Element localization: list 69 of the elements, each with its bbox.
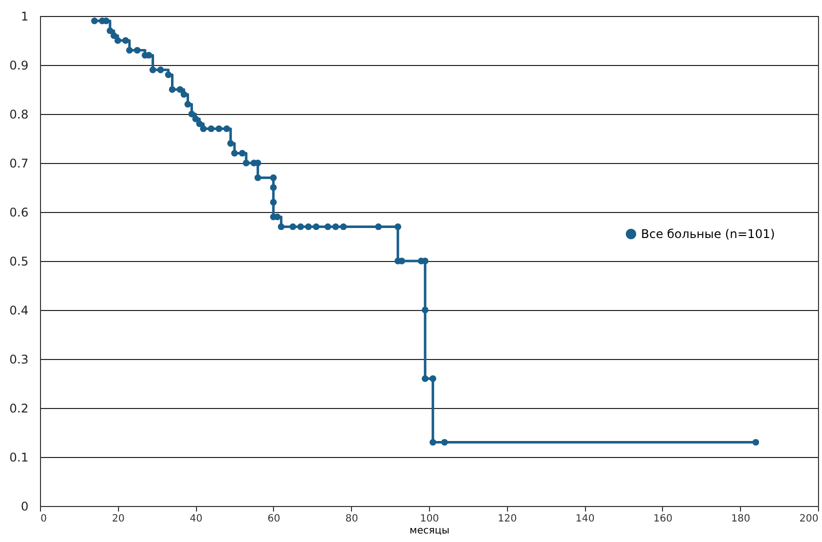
y-tick-label: 0 bbox=[20, 500, 28, 514]
x-tick-label: 180 bbox=[731, 514, 750, 524]
x-tick-label: 20 bbox=[112, 514, 125, 524]
point bbox=[192, 116, 199, 122]
point bbox=[375, 223, 382, 230]
point bbox=[297, 223, 304, 230]
y-tick-label: 0.6 bbox=[9, 206, 28, 220]
y-tick-label: 0.8 bbox=[9, 108, 28, 122]
y-tick-label: 0.4 bbox=[9, 304, 28, 318]
point bbox=[441, 438, 448, 446]
y-tick-label: 1 bbox=[20, 10, 28, 24]
point bbox=[430, 438, 436, 446]
point bbox=[270, 174, 277, 182]
y-tick-label: 0.2 bbox=[9, 402, 28, 416]
point bbox=[168, 86, 176, 93]
y-tick-label: 0.1 bbox=[9, 450, 28, 464]
point bbox=[278, 223, 285, 230]
point bbox=[289, 223, 296, 230]
point bbox=[216, 125, 222, 132]
point bbox=[106, 27, 114, 34]
point bbox=[324, 223, 332, 230]
legend-label: Все больные (n=101) bbox=[641, 227, 775, 241]
point bbox=[91, 18, 98, 24]
y-tick-label: 0.5 bbox=[9, 254, 28, 268]
point bbox=[231, 150, 238, 157]
point bbox=[270, 184, 277, 191]
x-tick-label: 160 bbox=[653, 514, 672, 524]
point bbox=[254, 174, 262, 182]
point bbox=[422, 306, 428, 314]
point bbox=[332, 223, 339, 230]
point bbox=[149, 66, 156, 74]
point bbox=[242, 160, 250, 166]
x-tick-label: 0 bbox=[40, 514, 47, 524]
point bbox=[312, 223, 320, 230]
point bbox=[114, 37, 122, 44]
point bbox=[110, 32, 118, 39]
x-tick-label: 60 bbox=[268, 514, 280, 524]
x-axis-title: месяцы bbox=[410, 526, 450, 536]
point bbox=[165, 71, 172, 78]
point bbox=[176, 86, 184, 93]
point bbox=[422, 375, 428, 382]
y-tick-label: 0.9 bbox=[9, 58, 28, 72]
point bbox=[238, 150, 246, 157]
x-tick-label: 80 bbox=[345, 514, 358, 524]
point bbox=[196, 120, 203, 128]
point bbox=[305, 223, 312, 230]
point bbox=[122, 37, 129, 44]
point bbox=[430, 375, 436, 382]
point bbox=[134, 46, 141, 54]
point bbox=[227, 140, 234, 147]
point bbox=[208, 125, 215, 132]
x-tick-label: 100 bbox=[420, 514, 440, 524]
x-tick-label: 140 bbox=[576, 514, 595, 524]
x-tick-label: 200 bbox=[799, 514, 818, 524]
x-tick-label: 40 bbox=[190, 514, 202, 524]
point bbox=[752, 438, 760, 446]
y-tick-label: 0.3 bbox=[9, 352, 28, 366]
point bbox=[340, 223, 347, 230]
point bbox=[223, 125, 230, 132]
x-tick-label: 120 bbox=[498, 514, 517, 524]
point bbox=[394, 223, 402, 230]
point bbox=[270, 198, 277, 206]
point bbox=[188, 110, 196, 118]
point bbox=[200, 125, 207, 132]
point bbox=[180, 91, 188, 98]
point bbox=[157, 66, 164, 74]
y-tick-label: 0.7 bbox=[9, 156, 28, 170]
point bbox=[184, 100, 192, 108]
point bbox=[126, 46, 133, 54]
